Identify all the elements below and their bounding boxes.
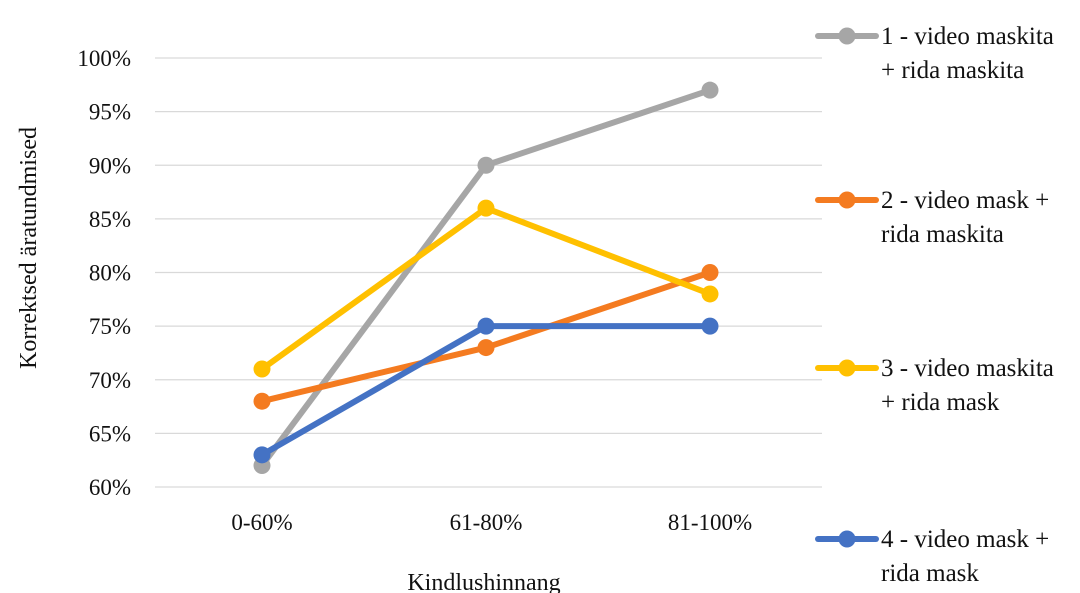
- y-tick-label: 70%: [89, 368, 131, 393]
- y-tick-label: 95%: [89, 100, 131, 125]
- series-1: [253, 81, 719, 475]
- legend-label: 1 - video maskita: [881, 23, 1054, 50]
- legend: 1 - video maskita + rida maskita 2 - video…: [815, 23, 1054, 587]
- data-point: [477, 156, 495, 174]
- x-tick-label: 81-100%: [668, 510, 752, 535]
- y-tick-label: 75%: [89, 314, 131, 339]
- legend-swatch-marker: [838, 191, 856, 209]
- data-point: [477, 199, 495, 217]
- series-lines: [253, 81, 719, 475]
- data-point: [701, 81, 719, 99]
- legend-label: 4 - video mask +: [881, 526, 1049, 553]
- legend-entry: 4 - video mask + rida mask: [815, 526, 1049, 587]
- data-point: [701, 317, 719, 335]
- data-point: [253, 360, 271, 378]
- series-4: [253, 317, 719, 464]
- y-axis-title: Korrektsed äratundmised: [16, 127, 42, 369]
- series-3: [253, 199, 719, 378]
- legend-label: rida mask: [881, 560, 979, 587]
- data-point: [477, 339, 495, 357]
- legend-label: + rida mask: [881, 389, 1000, 416]
- legend-swatch-marker: [838, 359, 856, 377]
- y-axis-ticks: 60% 65% 70% 75% 80% 85% 90% 95% 100%: [77, 46, 131, 500]
- y-tick-label: 85%: [89, 207, 131, 232]
- series-line: [259, 87, 713, 469]
- y-tick-label: 100%: [77, 46, 131, 71]
- legend-entry: 1 - video maskita + rida maskita: [815, 23, 1054, 84]
- data-point: [701, 285, 719, 303]
- y-tick-label: 90%: [89, 153, 131, 178]
- x-axis-ticks: 0-60% 61-80% 81-100%: [231, 510, 752, 535]
- x-tick-label: 61-80%: [450, 510, 523, 535]
- legend-swatch-marker: [838, 530, 856, 548]
- legend-label: 3 - video maskita: [881, 355, 1054, 382]
- series-2: [253, 264, 719, 410]
- data-point: [701, 264, 719, 281]
- series-line: [259, 269, 713, 405]
- legend-label: rida maskita: [881, 221, 1004, 248]
- y-tick-label: 80%: [89, 261, 131, 286]
- gridlines: [155, 57, 822, 488]
- legend-entry: 2 - video mask + rida maskita: [815, 187, 1049, 248]
- y-tick-label: 60%: [89, 475, 131, 500]
- data-point: [253, 392, 271, 410]
- x-tick-label: 0-60%: [231, 510, 292, 535]
- data-point: [477, 317, 495, 335]
- legend-swatch-marker: [838, 27, 856, 45]
- legend-label: 2 - video mask +: [881, 187, 1049, 214]
- x-axis-title: Kindlushinnang: [407, 570, 560, 593]
- legend-entry: 3 - video maskita + rida mask: [815, 355, 1054, 416]
- legend-label: + rida maskita: [881, 57, 1024, 84]
- data-point: [253, 446, 271, 464]
- y-tick-label: 65%: [89, 421, 131, 446]
